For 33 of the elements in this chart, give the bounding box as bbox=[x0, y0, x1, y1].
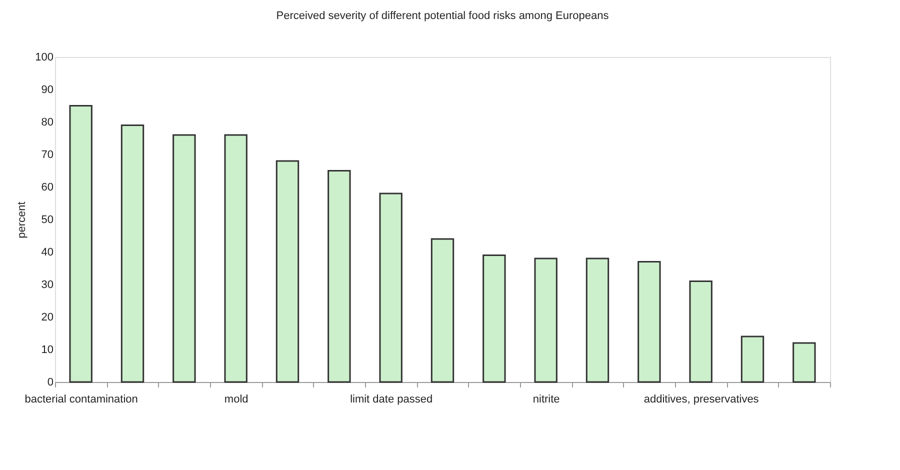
chart-title: Perceived severity of different potential food risks among Europeans bbox=[276, 10, 610, 22]
y-tick-label: 100 bbox=[35, 52, 54, 64]
bar bbox=[224, 134, 248, 383]
y-axis-title: percent bbox=[16, 202, 28, 238]
bar bbox=[328, 170, 351, 383]
x-tick-label: limit date passed bbox=[350, 394, 433, 406]
bar bbox=[740, 336, 764, 383]
y-tick-label: 30 bbox=[41, 279, 54, 291]
y-tick-label: 40 bbox=[41, 246, 54, 258]
x-tick-label: additives, preservatives bbox=[644, 394, 760, 406]
y-tick-label: 50 bbox=[41, 214, 54, 226]
bar bbox=[430, 238, 454, 383]
bar bbox=[120, 124, 144, 383]
y-tick-label: 70 bbox=[41, 149, 54, 161]
x-tick-label: mold bbox=[224, 394, 248, 406]
y-tick-label: 60 bbox=[41, 182, 54, 194]
bar bbox=[792, 342, 816, 383]
bar bbox=[689, 280, 712, 383]
bar bbox=[172, 134, 196, 383]
y-tick-label: 20 bbox=[41, 312, 54, 324]
bar bbox=[586, 258, 610, 383]
bar bbox=[276, 160, 300, 383]
bar bbox=[69, 105, 92, 383]
y-tick-label: 80 bbox=[41, 116, 54, 128]
y-tick-label: 10 bbox=[41, 344, 54, 356]
bar bbox=[379, 192, 402, 383]
bar bbox=[482, 254, 506, 383]
y-tick-label: 0 bbox=[47, 376, 54, 388]
x-tick-label: nitrite bbox=[532, 394, 560, 406]
y-tick-label: 90 bbox=[41, 84, 54, 96]
bar bbox=[534, 258, 558, 383]
bar bbox=[638, 261, 661, 383]
x-tick-label: bacterial contamination bbox=[24, 394, 138, 406]
